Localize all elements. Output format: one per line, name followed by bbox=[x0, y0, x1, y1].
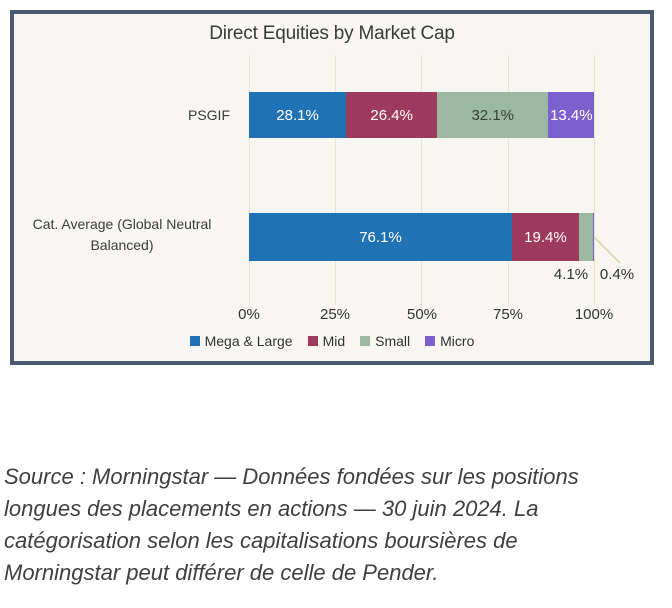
segment-catavg-micro bbox=[593, 213, 595, 261]
legend-item-small: Small bbox=[360, 333, 410, 349]
legend-swatch-mega-large bbox=[189, 336, 200, 346]
segment-psgif-mid: 26.4% bbox=[346, 92, 438, 138]
x-tick-25: 25% bbox=[319, 306, 351, 323]
bar-cat-average: 76.1% 19.4% bbox=[249, 213, 595, 261]
gridline-75pct bbox=[508, 55, 509, 305]
x-tick-0: 0% bbox=[238, 306, 260, 323]
segment-catavg-small bbox=[578, 213, 594, 261]
value-label: 28.1% bbox=[276, 106, 319, 124]
chart-title: Direct Equities by Market Cap bbox=[209, 23, 455, 44]
source-note: Source : Morningstar — Données fondées s… bbox=[4, 461, 670, 589]
source-line: Morningstar peut différer de celle de Pe… bbox=[4, 560, 439, 585]
x-tick-100: 100% bbox=[574, 306, 614, 323]
x-tick-75: 75% bbox=[492, 306, 524, 323]
callout-label-micro: 0.4% bbox=[599, 266, 635, 283]
bar-psgif: 28.1% 26.4% 32.1% 13.4% bbox=[249, 92, 595, 138]
legend-swatch-micro bbox=[425, 336, 436, 346]
legend-item-micro: Micro bbox=[425, 333, 474, 349]
legend-swatch-small bbox=[360, 336, 371, 346]
source-line: catégorisation selon les capitalisations… bbox=[4, 528, 518, 553]
legend-label: Micro bbox=[440, 333, 475, 349]
segment-catavg-mega-large: 76.1% bbox=[249, 213, 512, 261]
legend-swatch-mid bbox=[307, 336, 318, 346]
gridline-50pct bbox=[421, 55, 422, 305]
segment-psgif-micro: 13.4% bbox=[548, 92, 595, 138]
value-label: 13.4% bbox=[550, 106, 593, 124]
category-label-cat-average: Cat. Average (Global Neutral Balanced) bbox=[32, 216, 212, 253]
legend-item-mega-large: Mega & Large bbox=[189, 333, 293, 349]
gridline-100pct bbox=[594, 55, 595, 305]
gridline-0pct bbox=[249, 55, 250, 305]
source-line: Source : Morningstar — Données fondées s… bbox=[4, 464, 579, 489]
legend-label: Small bbox=[375, 333, 411, 349]
segment-psgif-mega-large: 28.1% bbox=[249, 92, 347, 138]
value-label: 19.4% bbox=[524, 228, 567, 246]
x-tick-50: 50% bbox=[406, 306, 438, 323]
value-label: 32.1% bbox=[471, 106, 515, 124]
segment-psgif-small: 32.1% bbox=[437, 92, 549, 138]
legend: Mega & Large Mid Small Micro bbox=[14, 333, 650, 349]
callout-label-small: 4.1% bbox=[553, 266, 589, 283]
segment-catavg-mid: 19.4% bbox=[511, 213, 579, 261]
chart-panel: Direct Equities by Market Cap PSGIF Cat.… bbox=[10, 10, 654, 365]
source-line: longues des placements en actions — 30 j… bbox=[4, 496, 539, 521]
legend-label: Mega & Large bbox=[204, 333, 293, 349]
legend-item-mid: Mid bbox=[307, 333, 346, 349]
category-label-psgif: PSGIF bbox=[187, 107, 230, 123]
value-label: 26.4% bbox=[370, 106, 413, 124]
legend-label: Mid bbox=[322, 333, 346, 349]
value-label: 76.1% bbox=[359, 228, 402, 246]
gridline-25pct bbox=[335, 55, 336, 305]
